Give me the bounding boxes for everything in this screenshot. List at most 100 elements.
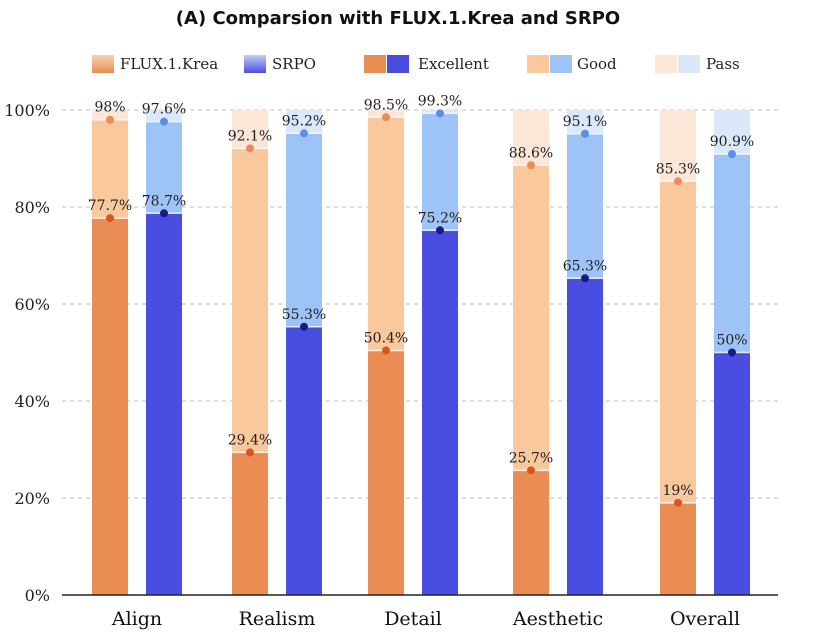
bar-pass-align-srpo [146, 110, 182, 122]
data-label-excellent-overall-srpo: 50% [716, 333, 747, 349]
bar-good-aesthetic-srpo [567, 133, 603, 279]
bar-pass-realism-srpo [286, 110, 322, 134]
bar-good-realism-srpo [286, 133, 322, 327]
data-label-good-overall-srpo: 90.9% [710, 134, 754, 150]
marker-excellent-align-srpo [160, 209, 168, 218]
marker-good-realism-flux [246, 144, 254, 153]
marker-good-align-flux [106, 115, 114, 124]
bar-good-aesthetic-flux [513, 165, 549, 471]
bar-good-overall-srpo [714, 154, 750, 353]
bar-excellent-overall-srpo [714, 352, 750, 595]
marker-good-overall-flux [674, 177, 682, 186]
marker-excellent-realism-flux [246, 448, 254, 457]
y-tick-label-80: 80% [14, 198, 50, 217]
bar-pass-overall-flux [660, 110, 696, 182]
marker-good-align-srpo [160, 117, 168, 126]
data-label-excellent-align-flux: 77.7% [88, 198, 132, 214]
marker-good-detail-srpo [436, 109, 444, 118]
data-label-excellent-aesthetic-flux: 25.7% [509, 450, 553, 466]
bar-good-realism-flux [232, 148, 268, 453]
marker-good-realism-srpo [300, 129, 308, 138]
bar-pass-aesthetic-flux [513, 110, 549, 166]
x-tick-label-overall: Overall [670, 608, 740, 630]
legend-label-pass: Pass [706, 55, 740, 73]
data-label-excellent-detail-srpo: 75.2% [418, 210, 462, 226]
bar-good-detail-flux [368, 117, 404, 351]
y-tick-label-20: 20% [14, 489, 50, 508]
bar-excellent-detail-srpo [422, 230, 458, 595]
bar-good-overall-flux [660, 181, 696, 503]
data-label-good-aesthetic-flux: 88.6% [509, 145, 553, 161]
data-label-excellent-overall-flux: 19% [662, 483, 693, 499]
data-labels: 98% 77.7% 97.6% 78.7% 92.1% 29.4% 95.2% 55.3% 98… [88, 93, 754, 498]
marker-excellent-align-flux [106, 214, 114, 223]
marker-excellent-overall-srpo [728, 348, 736, 357]
bar-excellent-aesthetic-srpo [567, 278, 603, 595]
marker-excellent-detail-flux [382, 346, 390, 355]
legend-swatch-excellent-srpo [387, 55, 409, 73]
y-tick-label-100: 100% [4, 101, 50, 120]
x-tick-label-aesthetic: Aesthetic [512, 608, 603, 630]
data-label-good-align-srpo: 97.6% [142, 102, 186, 118]
data-label-excellent-realism-srpo: 55.3% [282, 307, 326, 323]
legend-swatch-pass-srpo [678, 55, 700, 73]
legend-swatch-good-srpo [550, 55, 572, 73]
legend-label-srpo: SRPO [272, 55, 316, 73]
y-tick-label-60: 60% [14, 295, 50, 314]
marker-excellent-aesthetic-srpo [581, 274, 589, 283]
legend-swatch-flux-1-krea [92, 55, 114, 73]
marker-good-aesthetic-flux [527, 161, 535, 170]
bar-excellent-aesthetic-flux [513, 470, 549, 595]
bar-excellent-detail-flux [368, 350, 404, 595]
bar-excellent-align-flux [92, 218, 128, 595]
data-label-good-realism-srpo: 95.2% [282, 113, 326, 129]
x-tick-label-align: Align [111, 608, 162, 630]
bars [92, 110, 750, 595]
legend-label-flux-1-krea: FLUX.1.Krea [120, 55, 218, 73]
y-tick-label-40: 40% [14, 392, 50, 411]
marker-excellent-realism-srpo [300, 322, 308, 331]
data-label-good-align-flux: 98% [94, 100, 125, 116]
marker-good-detail-flux [382, 113, 390, 122]
bar-excellent-align-srpo [146, 213, 182, 595]
data-label-excellent-detail-flux: 50.4% [364, 331, 408, 347]
legend-swatch-excellent-flux [364, 55, 386, 73]
data-label-excellent-align-srpo: 78.7% [142, 193, 186, 209]
legend-swatch-good-flux [527, 55, 549, 73]
data-label-good-realism-flux: 92.1% [228, 128, 272, 144]
legend-label-good: Good [577, 55, 617, 73]
legend-label-excellent: Excellent [418, 55, 489, 73]
x-tick-label-realism: Realism [239, 608, 316, 630]
data-label-good-detail-srpo: 99.3% [418, 93, 462, 109]
bar-excellent-realism-flux [232, 452, 268, 595]
data-label-excellent-realism-flux: 29.4% [228, 432, 272, 448]
data-label-good-overall-flux: 85.3% [656, 161, 700, 177]
legend-swatch-pass-flux [655, 55, 677, 73]
data-label-good-detail-flux: 98.5% [364, 97, 408, 113]
legend-swatch-srpo [244, 55, 266, 73]
legend: FLUX.1.Krea SRPO Excellent Good Pass [92, 55, 740, 73]
x-axis: Align Realism Detail Aesthetic Overall [62, 594, 778, 630]
bar-excellent-realism-srpo [286, 326, 322, 595]
y-tick-label-0: 0% [25, 586, 50, 605]
marker-good-aesthetic-srpo [581, 129, 589, 138]
bar-pass-realism-flux [232, 110, 268, 149]
data-label-excellent-aesthetic-srpo: 65.3% [563, 258, 607, 274]
bar-pass-align-flux [92, 110, 128, 120]
marker-good-overall-srpo [728, 150, 736, 159]
bar-pass-aesthetic-srpo [567, 110, 603, 134]
marker-excellent-detail-srpo [436, 226, 444, 235]
chart-title: (A) Comparsion with FLUX.1.Krea and SRPO [176, 8, 620, 29]
bar-good-align-srpo [146, 121, 182, 214]
marker-excellent-aesthetic-flux [527, 466, 535, 475]
y-axis: 0% 20% 40% 60% 80% 100% [4, 101, 50, 605]
x-tick-label-detail: Detail [384, 608, 442, 630]
bar-good-detail-srpo [422, 113, 458, 231]
bar-pass-overall-srpo [714, 110, 750, 155]
data-label-good-aesthetic-srpo: 95.1% [563, 114, 607, 130]
marker-excellent-overall-flux [674, 498, 682, 507]
bar-good-align-flux [92, 119, 128, 219]
markers [106, 109, 736, 507]
bar-excellent-overall-flux [660, 502, 696, 595]
